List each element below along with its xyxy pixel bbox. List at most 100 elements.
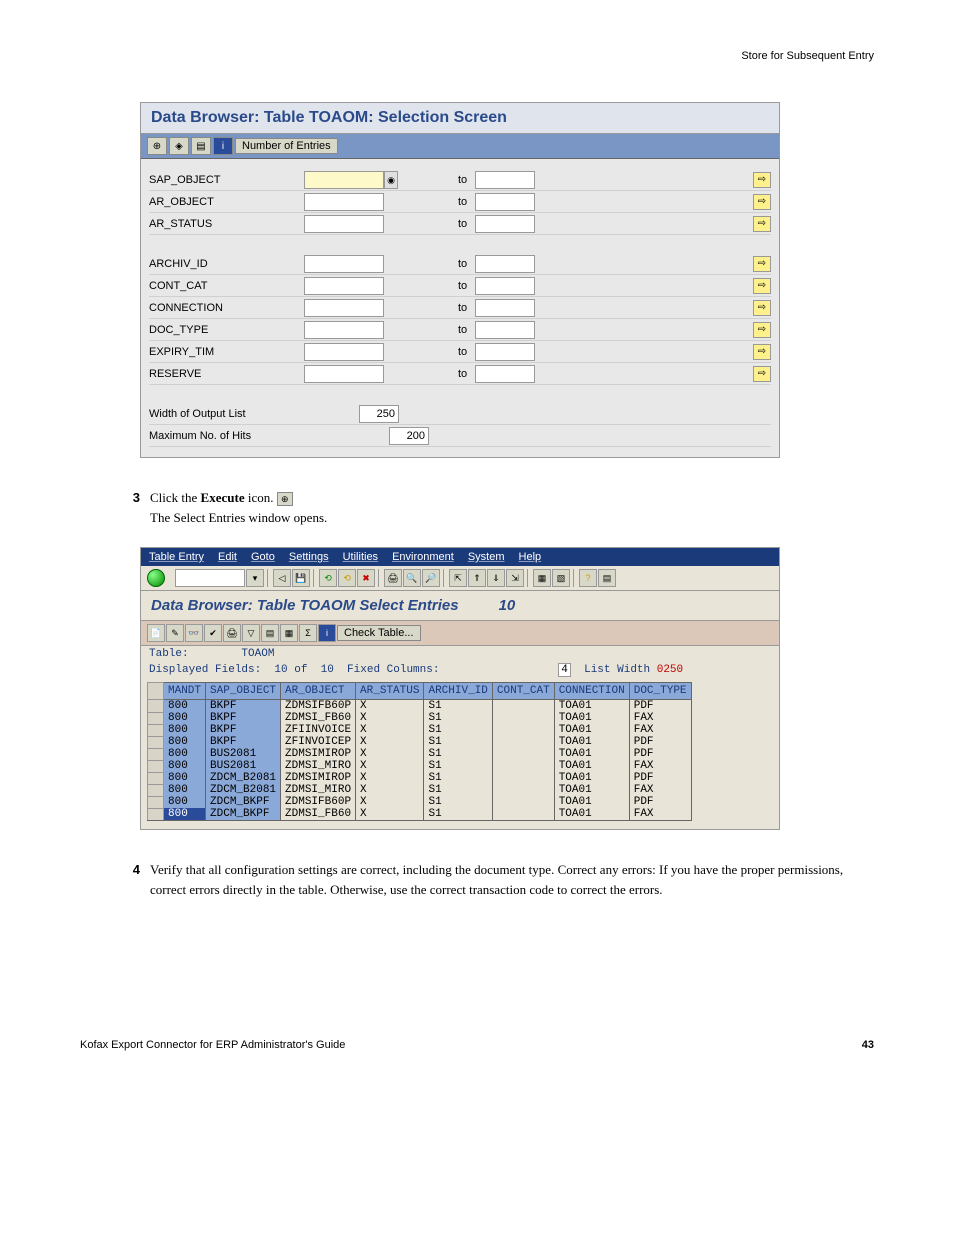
from-input[interactable] — [304, 215, 384, 233]
menu-item[interactable]: Environment — [392, 551, 454, 563]
back-icon[interactable]: ⟲ — [319, 569, 337, 587]
menu-item[interactable]: Table Entry — [149, 551, 204, 563]
exit-icon[interactable]: ⟲ — [338, 569, 356, 587]
to-input[interactable] — [475, 277, 535, 295]
next-page-icon[interactable]: ⇓ — [487, 569, 505, 587]
from-input[interactable] — [304, 365, 384, 383]
to-input[interactable] — [475, 365, 535, 383]
number-entries-button[interactable]: Number of Entries — [235, 138, 338, 154]
execute-icon[interactable]: ⊕ — [147, 137, 167, 155]
tool-icon[interactable]: ▧ — [552, 569, 570, 587]
from-input[interactable] — [304, 343, 384, 361]
to-input[interactable] — [475, 299, 535, 317]
menu-item[interactable]: Settings — [289, 551, 329, 563]
from-input[interactable] — [304, 277, 384, 295]
edit-icon[interactable]: ✎ — [166, 624, 184, 642]
column-header[interactable]: CONT_CAT — [492, 683, 554, 700]
filter-icon[interactable]: ▽ — [242, 624, 260, 642]
f4-icon[interactable]: ◉ — [384, 171, 398, 189]
table-row[interactable]: 800ZDCM_B2081ZDMSI_MIROXS1TOA01FAX — [148, 784, 692, 796]
last-page-icon[interactable]: ⇲ — [506, 569, 524, 587]
width-input[interactable]: 250 — [359, 405, 399, 423]
tool-icon[interactable]: ▦ — [280, 624, 298, 642]
from-input[interactable] — [304, 321, 384, 339]
row-selector[interactable] — [148, 736, 164, 748]
to-input[interactable] — [475, 321, 535, 339]
info-icon[interactable]: i — [318, 624, 336, 642]
command-field[interactable] — [175, 569, 245, 587]
row-selector[interactable] — [148, 808, 164, 821]
multiple-selection-icon[interactable]: ⇨ — [753, 216, 771, 232]
help-icon[interactable]: ? — [579, 569, 597, 587]
dropdown-icon[interactable]: ▾ — [246, 569, 264, 587]
row-selector[interactable] — [148, 700, 164, 713]
from-input[interactable] — [304, 255, 384, 273]
select-all-header[interactable] — [148, 683, 164, 700]
multiple-selection-icon[interactable]: ⇨ — [753, 278, 771, 294]
tool-icon[interactable]: ▦ — [533, 569, 551, 587]
menu-item[interactable]: Utilities — [343, 551, 378, 563]
findnext-icon[interactable]: 🔎 — [422, 569, 440, 587]
column-header[interactable]: SAP_OBJECT — [206, 683, 281, 700]
column-header[interactable]: MANDT — [164, 683, 206, 700]
multiple-selection-icon[interactable]: ⇨ — [753, 344, 771, 360]
to-input[interactable] — [475, 343, 535, 361]
multiple-selection-icon[interactable]: ⇨ — [753, 322, 771, 338]
table-row[interactable]: 800BUS2081ZDMSIMIROPXS1TOA01PDF — [148, 748, 692, 760]
to-input[interactable] — [475, 171, 535, 189]
multiple-selection-icon[interactable]: ⇨ — [753, 256, 771, 272]
prev-page-icon[interactable]: ⇑ — [468, 569, 486, 587]
multiple-selection-icon[interactable]: ⇨ — [753, 172, 771, 188]
row-selector[interactable] — [148, 712, 164, 724]
from-input[interactable] — [304, 171, 384, 189]
toolbar-icon[interactable]: ◈ — [169, 137, 189, 155]
column-header[interactable]: CONNECTION — [554, 683, 629, 700]
maxhits-input[interactable]: 200 — [389, 427, 429, 445]
table-row[interactable]: 800BKPFZFIINVOICEXS1TOA01FAX — [148, 724, 692, 736]
print-icon[interactable]: 🖨 — [384, 569, 402, 587]
first-page-icon[interactable]: ⇱ — [449, 569, 467, 587]
table-row[interactable]: 800BKPFZFINVOICEPXS1TOA01PDF — [148, 736, 692, 748]
table-row[interactable]: 800ZDCM_BKPFZDMSIFB60PXS1TOA01PDF — [148, 796, 692, 808]
table-row[interactable]: 800ZDCM_B2081ZDMSIMIROPXS1TOA01PDF — [148, 772, 692, 784]
table-row[interactable]: 800BUS2081ZDMSI_MIROXS1TOA01FAX — [148, 760, 692, 772]
row-selector[interactable] — [148, 724, 164, 736]
new-icon[interactable]: 📄 — [147, 624, 165, 642]
multiple-selection-icon[interactable]: ⇨ — [753, 194, 771, 210]
enter-icon[interactable] — [147, 569, 165, 587]
table-row[interactable]: 800ZDCM_BKPFZDMSI_FB60XS1TOA01FAX — [148, 808, 692, 821]
menu-item[interactable]: System — [468, 551, 505, 563]
back-icon[interactable]: ◁ — [273, 569, 291, 587]
multiple-selection-icon[interactable]: ⇨ — [753, 300, 771, 316]
save-icon[interactable]: 💾 — [292, 569, 310, 587]
find-icon[interactable]: 🔍 — [403, 569, 421, 587]
sort-icon[interactable]: ▤ — [261, 624, 279, 642]
column-header[interactable]: AR_OBJECT — [281, 683, 356, 700]
to-input[interactable] — [475, 193, 535, 211]
row-selector[interactable] — [148, 772, 164, 784]
info-icon[interactable]: i — [213, 137, 233, 155]
column-header[interactable]: AR_STATUS — [356, 683, 424, 700]
menu-item[interactable]: Edit — [218, 551, 237, 563]
multiple-selection-icon[interactable]: ⇨ — [753, 366, 771, 382]
column-header[interactable]: DOC_TYPE — [629, 683, 691, 700]
menu-item[interactable]: Help — [519, 551, 542, 563]
to-input[interactable] — [475, 215, 535, 233]
row-selector[interactable] — [148, 784, 164, 796]
menu-item[interactable]: Goto — [251, 551, 275, 563]
from-input[interactable] — [304, 299, 384, 317]
cancel-icon[interactable]: ✖ — [357, 569, 375, 587]
check-icon[interactable]: ✔ — [204, 624, 222, 642]
table-row[interactable]: 800BKPFZDMSI_FB60XS1TOA01FAX — [148, 712, 692, 724]
tool-icon[interactable]: ▤ — [598, 569, 616, 587]
row-selector[interactable] — [148, 760, 164, 772]
toolbar-icon[interactable]: ▤ — [191, 137, 211, 155]
to-input[interactable] — [475, 255, 535, 273]
print-icon[interactable]: 🖨 — [223, 624, 241, 642]
column-header[interactable]: ARCHIV_ID — [424, 683, 492, 700]
table-row[interactable]: 800BKPFZDMSIFB60PXS1TOA01PDF — [148, 700, 692, 713]
glasses-icon[interactable]: 👓 — [185, 624, 203, 642]
row-selector[interactable] — [148, 748, 164, 760]
from-input[interactable] — [304, 193, 384, 211]
row-selector[interactable] — [148, 796, 164, 808]
